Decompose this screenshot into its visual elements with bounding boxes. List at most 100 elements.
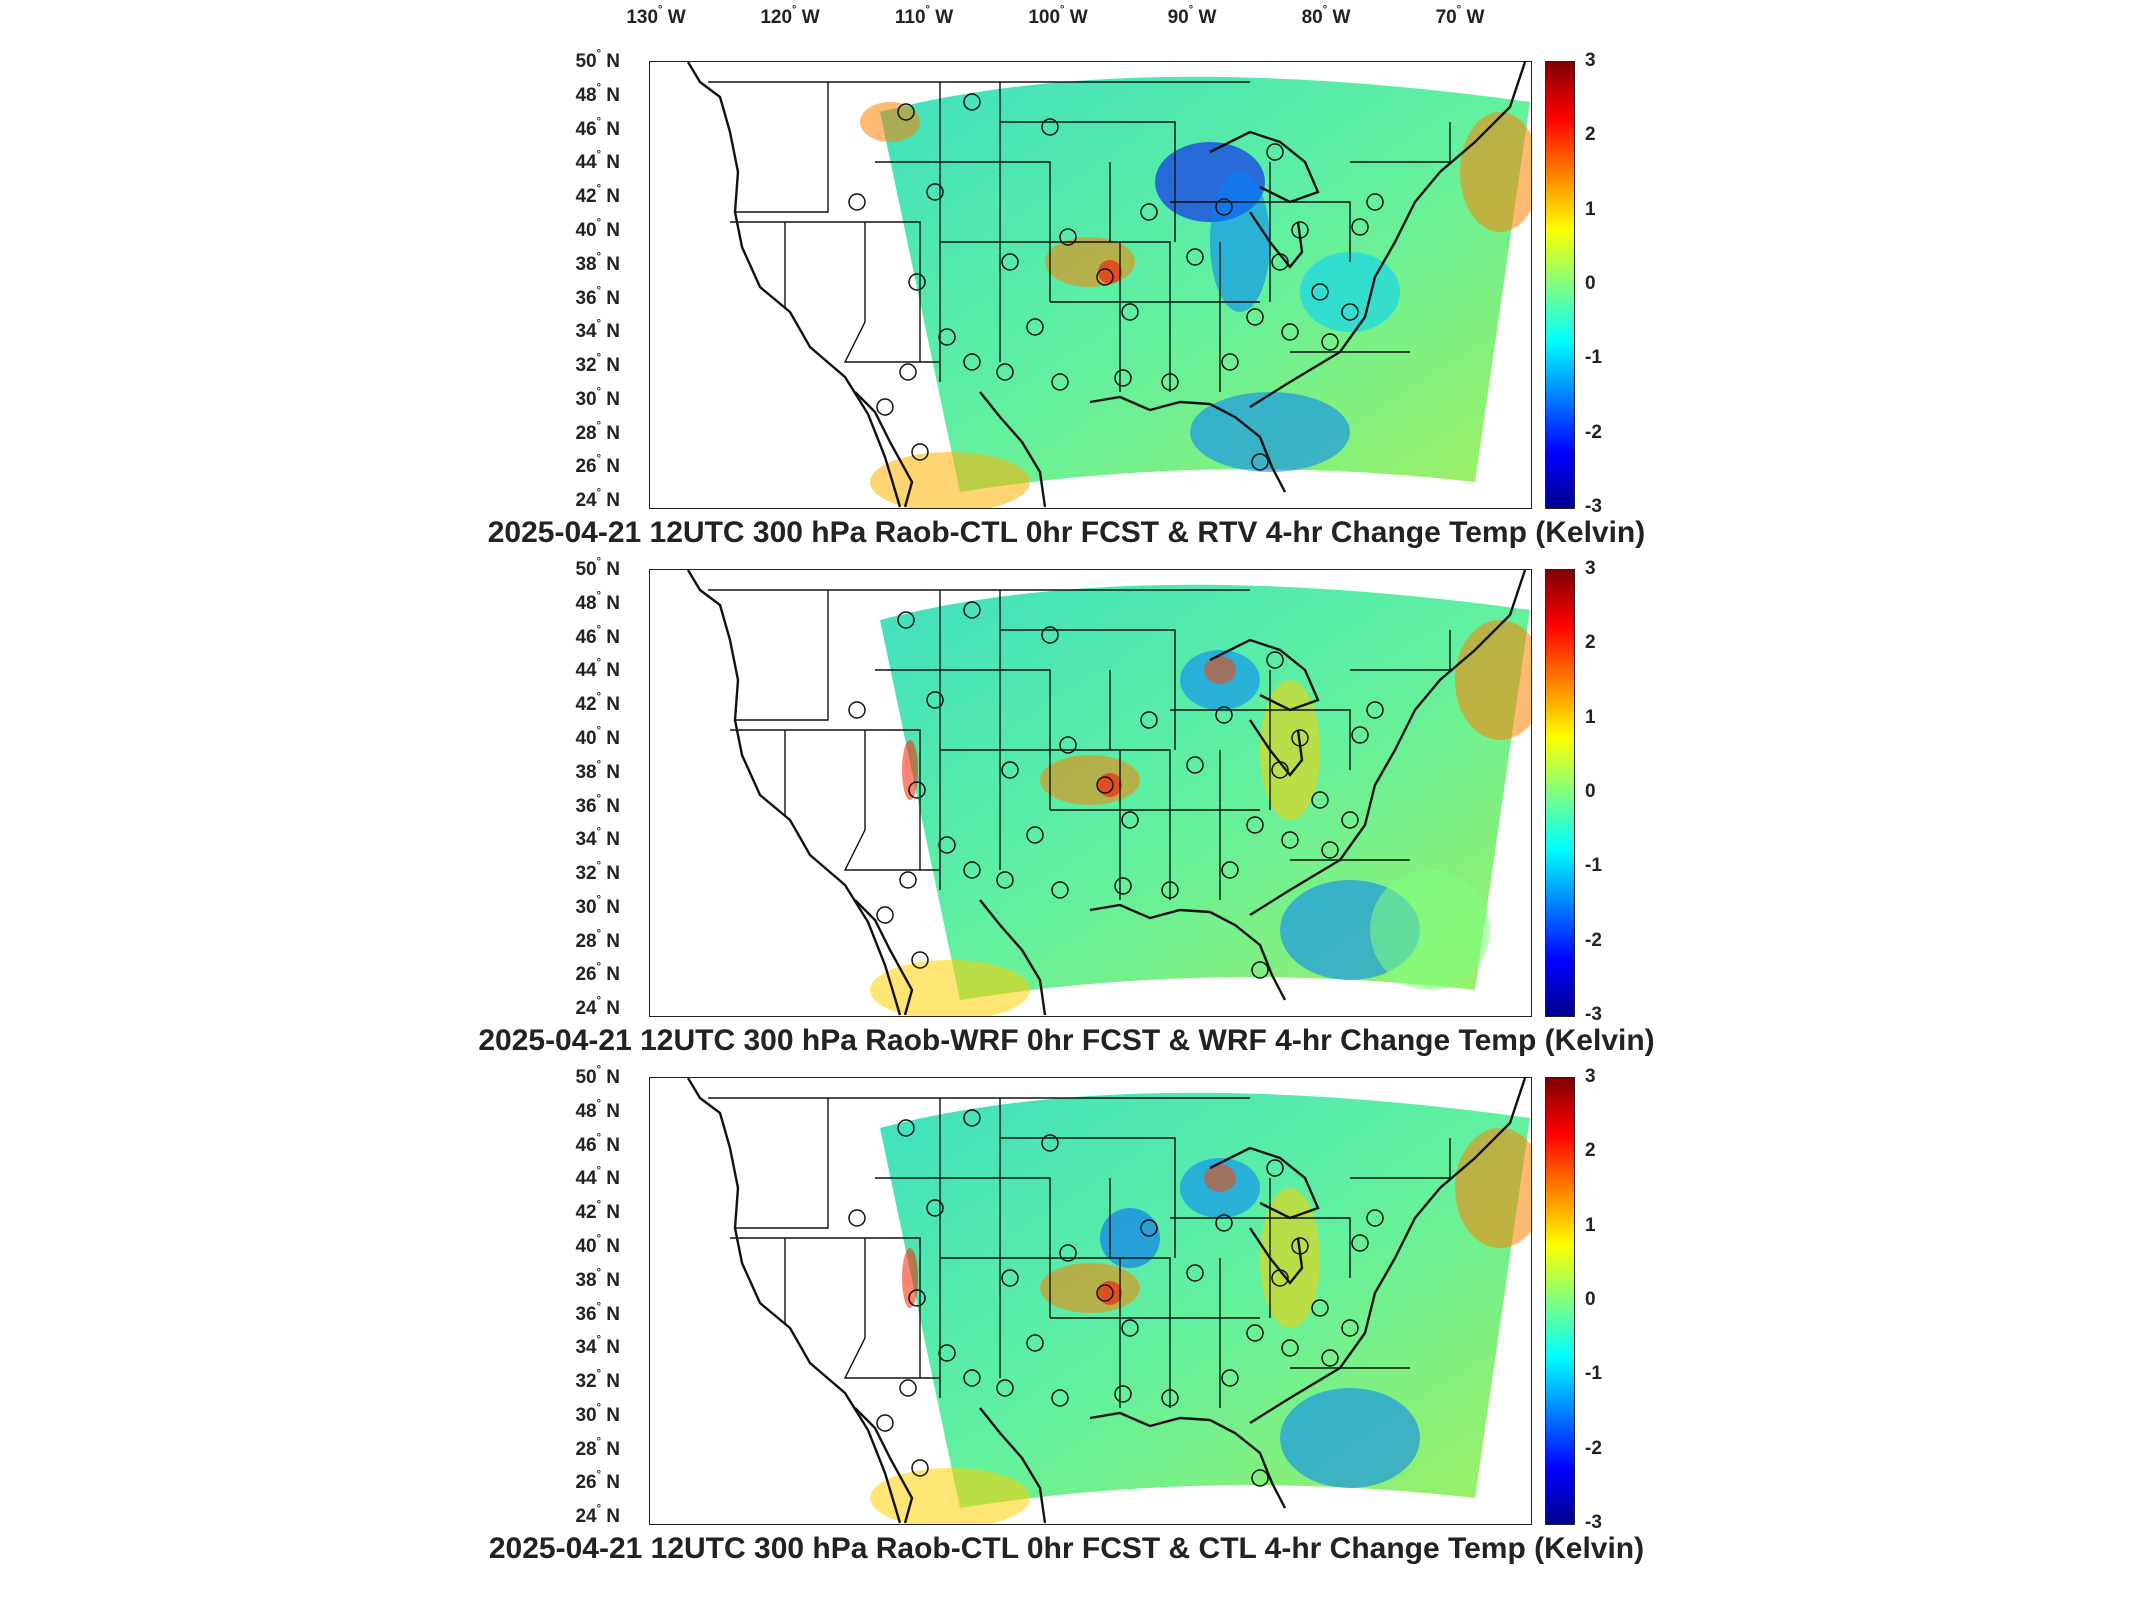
lat-label: 30° N (575, 385, 620, 410)
raob-station-marker (926, 183, 944, 201)
model-domain-field (880, 1092, 1530, 1508)
raob-station-marker (1321, 1349, 1339, 1367)
map-frame (649, 569, 1532, 1017)
anomaly-patch (1100, 1208, 1160, 1268)
lon-label: 130° W (626, 4, 686, 28)
lat-label: 48° N (575, 1097, 620, 1122)
lat-label: 48° N (575, 589, 620, 614)
lat-label: 34° N (575, 318, 620, 343)
raob-station-marker (1221, 353, 1239, 371)
raob-station-marker (908, 1289, 926, 1307)
lat-label: 50° N (575, 556, 620, 580)
colorbar-tick-label: -2 (1585, 929, 1602, 951)
raob-station-marker (1351, 1234, 1369, 1252)
temperature-difference-map (686, 1078, 1531, 1524)
raob-stations (848, 93, 1384, 471)
raob-station-marker (1351, 218, 1369, 236)
raob-station-marker (1026, 1334, 1044, 1352)
lon-label: 80° W (1301, 4, 1351, 28)
raob-station-marker (1140, 711, 1158, 729)
lat-label: 42° N (575, 183, 620, 208)
coastlines (686, 62, 1527, 508)
raob-station-marker (876, 906, 894, 924)
lat-label: 44° N (575, 657, 620, 682)
raob-station-marker (1001, 761, 1019, 779)
raob-station-marker (1186, 756, 1204, 774)
raob-station-marker (1281, 1339, 1299, 1357)
raob-station-marker (1161, 373, 1179, 391)
lat-label: 26° N (575, 1469, 620, 1494)
raob-station-marker (1291, 729, 1309, 747)
anomaly-patch (1190, 392, 1350, 472)
raob-station-marker (1321, 841, 1339, 859)
raob-station-marker (938, 836, 956, 854)
lat-label: 34° N (575, 1334, 620, 1359)
raob-station-marker (1114, 1385, 1132, 1403)
raob-station-marker (911, 951, 929, 969)
lat-label: 30° N (575, 1401, 620, 1426)
colorbar-tick-label: 2 (1585, 632, 1596, 654)
raob-station-marker (963, 861, 981, 879)
colorbar (1545, 1077, 1575, 1525)
raob-station-marker (1096, 268, 1114, 286)
lon-label: 120° W (760, 4, 820, 28)
panel-title: 2025-04-21 12UTC 300 hPa Raob-CTL 0hr FC… (488, 1532, 1645, 1565)
panel-title: 2025-04-21 12UTC 300 hPa Raob-CTL 0hr FC… (487, 516, 1646, 549)
colorbar-tick-label: 1 (1585, 706, 1596, 728)
raob-station-marker (963, 1109, 981, 1127)
raob-station-marker (1121, 1319, 1139, 1337)
field-anomalies (870, 1128, 1531, 1524)
anomaly-patch (1260, 1188, 1320, 1328)
lat-label: 38° N (575, 758, 620, 783)
raob-station-marker (848, 701, 866, 719)
raob-station-marker (1001, 253, 1019, 271)
lat-label: 32° N (575, 1368, 620, 1393)
lat-label: 44° N (575, 1165, 620, 1190)
anomaly-patch (1460, 112, 1531, 232)
anomaly-patch (1280, 1388, 1420, 1488)
lat-label: 28° N (575, 1435, 620, 1460)
anomaly-patch (1045, 237, 1135, 287)
raob-station-marker (1051, 1389, 1069, 1407)
colorbar (1545, 61, 1575, 509)
anomaly-patch (902, 1248, 918, 1308)
raob-station-marker (1215, 198, 1233, 216)
raob-station-marker (1161, 1389, 1179, 1407)
colorbar-tick-label: 2 (1585, 124, 1596, 146)
lon-label: 90° W (1167, 4, 1217, 28)
lat-label: 40° N (575, 724, 620, 749)
raob-station-marker (1059, 736, 1077, 754)
raob-station-marker (938, 328, 956, 346)
anomaly-patch (1300, 252, 1400, 332)
raob-station-marker (1221, 861, 1239, 879)
lat-label: 44° N (575, 149, 620, 174)
colorbar-tick-label: 0 (1585, 273, 1596, 294)
colorbar-tick-label: -3 (1585, 1512, 1602, 1533)
raob-station-marker (876, 398, 894, 416)
lat-label: 50° N (575, 48, 620, 72)
raob-station-marker (1366, 193, 1384, 211)
lat-label: 42° N (575, 1199, 620, 1224)
raob-station-marker (996, 363, 1014, 381)
raob-station-marker (1271, 253, 1289, 271)
raob-station-marker (1271, 761, 1289, 779)
anomaly-patch (860, 102, 920, 142)
lat-label: 36° N (575, 792, 620, 817)
raob-station-marker (1215, 1214, 1233, 1232)
lon-label: 70° W (1435, 4, 1485, 28)
raob-station-marker (1059, 228, 1077, 246)
anomaly-patch (1370, 870, 1490, 990)
raob-station-marker (926, 691, 944, 709)
anomaly-patch (1210, 172, 1270, 312)
raob-station-marker (911, 1459, 929, 1477)
lat-label: 38° N (575, 1266, 620, 1291)
raob-station-marker (1051, 881, 1069, 899)
raob-station-marker (1291, 1237, 1309, 1255)
raob-station-marker (996, 871, 1014, 889)
raob-station-marker (963, 93, 981, 111)
anomaly-patch (870, 1468, 1030, 1524)
raob-station-marker (1041, 1134, 1059, 1152)
lon-label: 110° W (894, 4, 954, 28)
raob-station-marker (1311, 1299, 1329, 1317)
lat-label: 28° N (575, 419, 620, 444)
